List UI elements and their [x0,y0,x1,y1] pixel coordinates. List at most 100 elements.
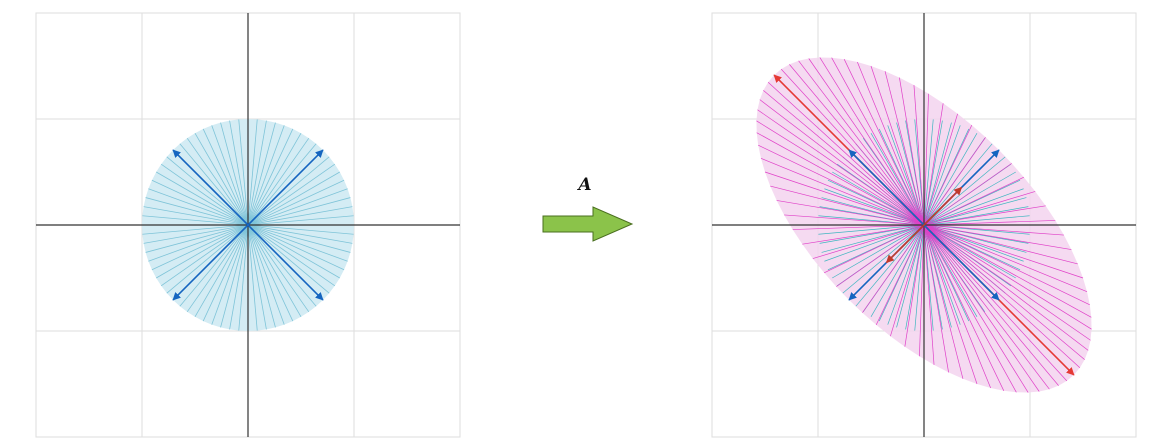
ellipse-ray [812,224,925,259]
ellipse-ray [899,77,925,226]
ellipse-ray [763,90,925,226]
unit-ray [923,171,1016,226]
transform-arrow-group: A [542,175,634,242]
ellipse-ray [758,144,925,226]
ellipse-ray [819,57,925,226]
unit-ray [923,188,1024,226]
ellipse-ray [923,224,964,379]
circle-ray [247,171,340,226]
circle-ray [247,224,285,325]
circle-ray [247,120,267,226]
ellipse-ray [757,109,925,226]
unit-ray [842,224,925,294]
unit-ray [923,125,961,226]
circle-ray [247,224,340,279]
ellipse-ray [923,103,944,226]
transform-arrow-icon [542,206,634,242]
ellipse-ray [923,224,949,373]
circle-ray [238,224,249,331]
basis-vector-before [247,149,324,226]
circle-ray [247,224,317,307]
circle-ray [247,133,302,226]
ellipse-ray [798,60,925,226]
unit-ray [923,122,952,226]
circle-ray [247,179,345,226]
unit-ray [923,197,1027,226]
ellipse-ray [913,85,925,226]
ellipse-ray [923,224,1029,393]
unit-ray [896,224,925,328]
ellipse-ray [923,224,1091,341]
ellipse-ray [923,224,1050,390]
circle-ray [247,156,330,226]
ellipse-ray [923,224,1064,236]
circle-ray [142,224,249,235]
ellipse-ray [802,224,925,245]
ellipse-ray [923,224,1092,330]
circle-ray [142,215,249,226]
circle-ray [229,120,249,226]
circle-ray [247,224,294,322]
ellipse-ray [792,224,925,230]
eigenvector-short [923,186,963,226]
transform-label: A [576,175,591,195]
circle-ray [247,224,353,244]
ellipse-ray [923,224,1085,360]
ellipse-ray [923,224,935,365]
ellipse-ray [923,224,991,389]
unit-ray [887,125,925,226]
circle-ray [211,224,249,325]
unit-ray [855,224,925,307]
left-panel-unit-circle [35,12,461,438]
ellipse-ray [824,224,925,274]
unit-ray [824,224,925,262]
unit-ray [923,224,1024,262]
unit-ray [923,215,1030,226]
circle-ray [156,171,249,226]
circle-ray [229,224,249,330]
ellipse-ray [923,176,1024,226]
ellipse-ray [770,185,925,226]
ellipse-ray [862,224,925,313]
ellipse-ray [857,61,925,226]
circle-ray [148,188,249,226]
circle-ray [220,224,249,328]
unit-ray [887,224,925,325]
unit-ray [923,143,993,226]
circle-ray [247,119,258,226]
unit-ray [923,119,934,226]
circle-ray [179,224,249,307]
circle-ray [247,163,336,226]
unit-ray [821,224,925,253]
circle-ray [166,156,249,226]
ellipse-ray [923,93,929,226]
ellipse-ray [843,59,925,226]
circle-ray [166,224,249,294]
circle-ray [247,125,285,226]
ellipse-ray [919,224,925,357]
ellipse-ray [808,58,925,226]
ellipse-ray [875,224,925,325]
ellipse-ray [756,132,925,226]
circle-ray [145,197,249,226]
circle-ray [194,133,249,226]
circle-ray [186,137,249,226]
circle-ray [145,224,249,253]
ellipse-ray [923,224,1089,351]
ellipse-ray [923,224,1017,393]
circle-ray [211,125,249,226]
circle-ray [156,224,249,279]
basis-vector-before [172,149,249,226]
circle-ray [247,224,302,317]
circle-ray [186,224,249,313]
circle-ray [179,143,249,226]
basis-vector-after [848,149,925,226]
ellipse-ray [923,224,1081,369]
ellipse-ray [780,68,925,226]
circle-ray [247,206,353,226]
ellipse-ray [870,65,925,226]
circle-ray [247,224,330,294]
ellipse-ray [923,224,1072,250]
ellipse-ray [923,224,978,385]
ellipse-ray [789,64,925,226]
